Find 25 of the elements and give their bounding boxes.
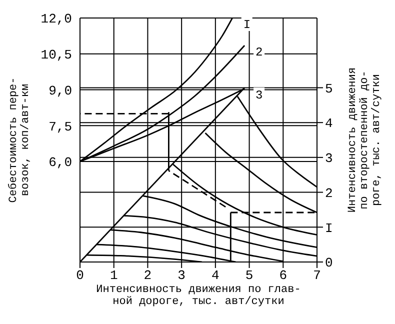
x-tick-label: 3 bbox=[178, 268, 186, 284]
series-label: I bbox=[243, 18, 251, 32]
y-tick-label: 9,0 bbox=[48, 83, 72, 98]
y-axis-title: Себестоимость пере- возок, коп/авт-км bbox=[7, 77, 32, 203]
series-label: 3 bbox=[256, 88, 263, 103]
x-tick-label: 4 bbox=[212, 268, 220, 284]
y2-tick-label: 2 bbox=[325, 186, 333, 201]
x-tick-label: 7 bbox=[313, 268, 321, 284]
x-tick-label: 0 bbox=[76, 268, 84, 284]
y-tick-label: 12,0 bbox=[40, 12, 72, 27]
x-tick-label: 5 bbox=[245, 268, 254, 284]
y2-tick-label: 0 bbox=[325, 256, 333, 271]
y2-tick-label: 4 bbox=[325, 116, 333, 132]
series-label: 2 bbox=[256, 46, 263, 60]
x-tick-label: 6 bbox=[279, 268, 288, 284]
y-tick-label: 7,5 bbox=[48, 119, 72, 134]
x-tick-label: 1 bbox=[110, 268, 118, 284]
y2-tick-label: I bbox=[325, 220, 333, 236]
y2-tick-label: 5 bbox=[325, 81, 333, 96]
y2-axis-title: Интенсивность движения по второстепенной до- роге, тыс. авт/сутки bbox=[347, 67, 383, 213]
y2-tick-label: 3 bbox=[325, 151, 333, 166]
x-axis-title: Интенсивность движения по глав- ной дороге, тыс. авт/сутки bbox=[96, 284, 301, 308]
y-tick-label: 6,0 bbox=[48, 155, 72, 170]
y-tick-label: 10,5 bbox=[40, 47, 72, 62]
x-tick-label: 2 bbox=[144, 268, 152, 284]
